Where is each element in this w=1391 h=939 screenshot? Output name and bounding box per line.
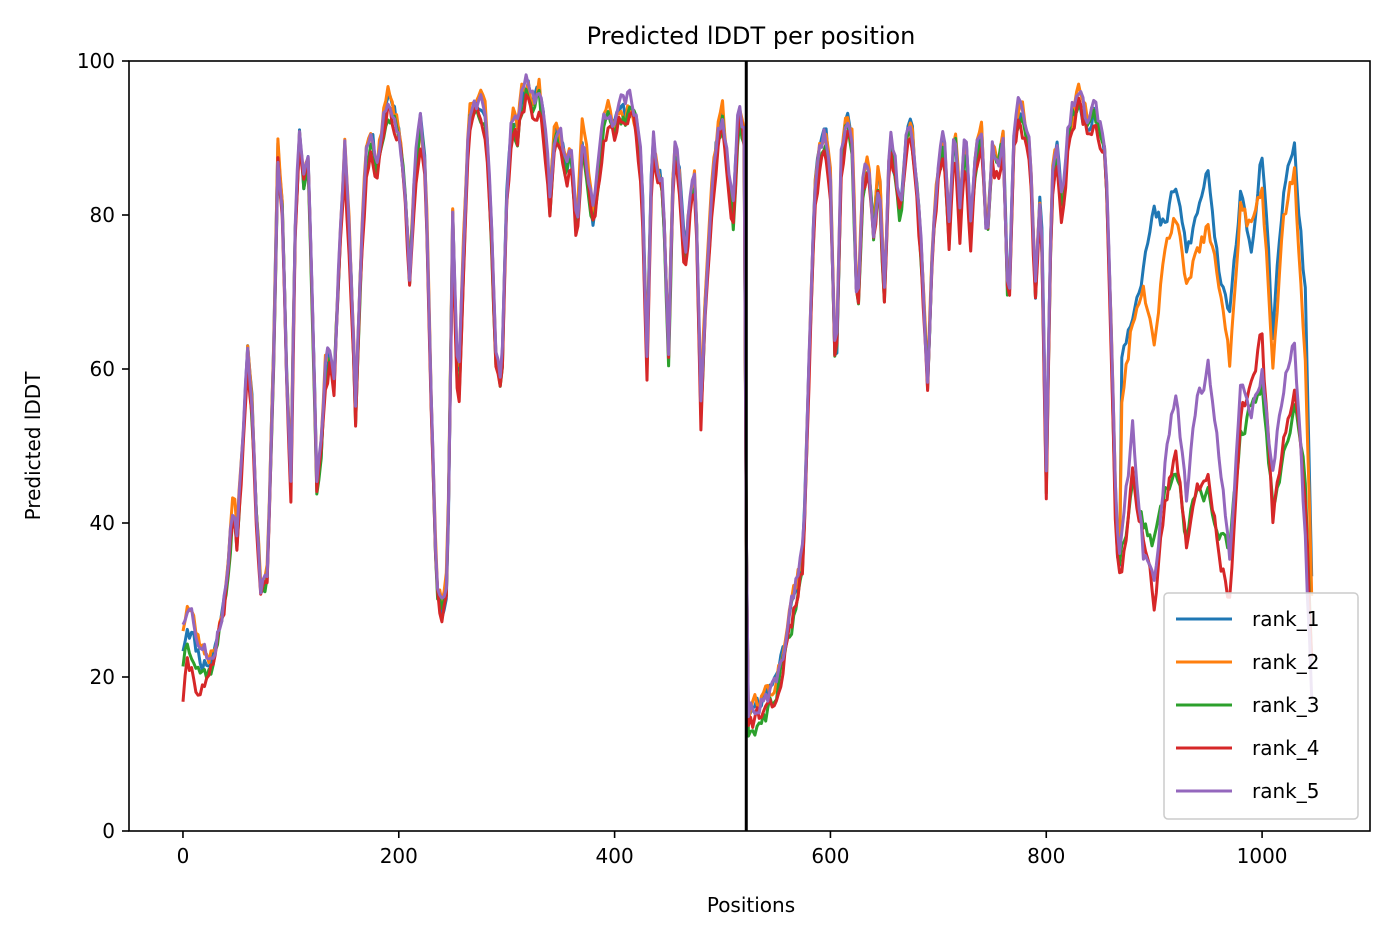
legend-box [1163, 592, 1359, 820]
x-tick-label: 200 [380, 844, 418, 868]
x-tick-label: 1000 [1237, 844, 1288, 868]
legend: rank_1 rank_2 rank_3 rank_4 rank_5 [1163, 592, 1359, 820]
chart-title: Predicted lDDT per position [587, 22, 916, 50]
y-tick-label: 80 [90, 203, 115, 227]
axes-frame [128, 60, 1371, 832]
y-axis: 0 20 40 60 80 100 [77, 49, 129, 843]
legend-label-rank_2: rank_2 [1252, 650, 1319, 674]
y-tick-label: 60 [90, 357, 115, 381]
y-tick-label: 0 [102, 819, 115, 843]
y-axis-label: Predicted lDDT [21, 371, 45, 521]
x-tick-label: 600 [811, 844, 849, 868]
y-tick-label: 40 [90, 511, 115, 535]
x-axis-label: Positions [707, 893, 795, 917]
legend-label-rank_3: rank_3 [1252, 693, 1319, 717]
y-tick-label: 100 [77, 49, 115, 73]
x-tick-label: 0 [177, 844, 190, 868]
x-tick-label: 800 [1027, 844, 1065, 868]
legend-label-rank_1: rank_1 [1252, 607, 1319, 631]
x-tick-label: 400 [596, 844, 634, 868]
legend-label-rank_4: rank_4 [1252, 736, 1319, 760]
plot-area [128, 60, 1371, 832]
y-tick-label: 20 [90, 665, 115, 689]
x-axis: 0 200 400 600 800 1000 [177, 831, 1288, 868]
legend-label-rank_5: rank_5 [1252, 779, 1319, 803]
